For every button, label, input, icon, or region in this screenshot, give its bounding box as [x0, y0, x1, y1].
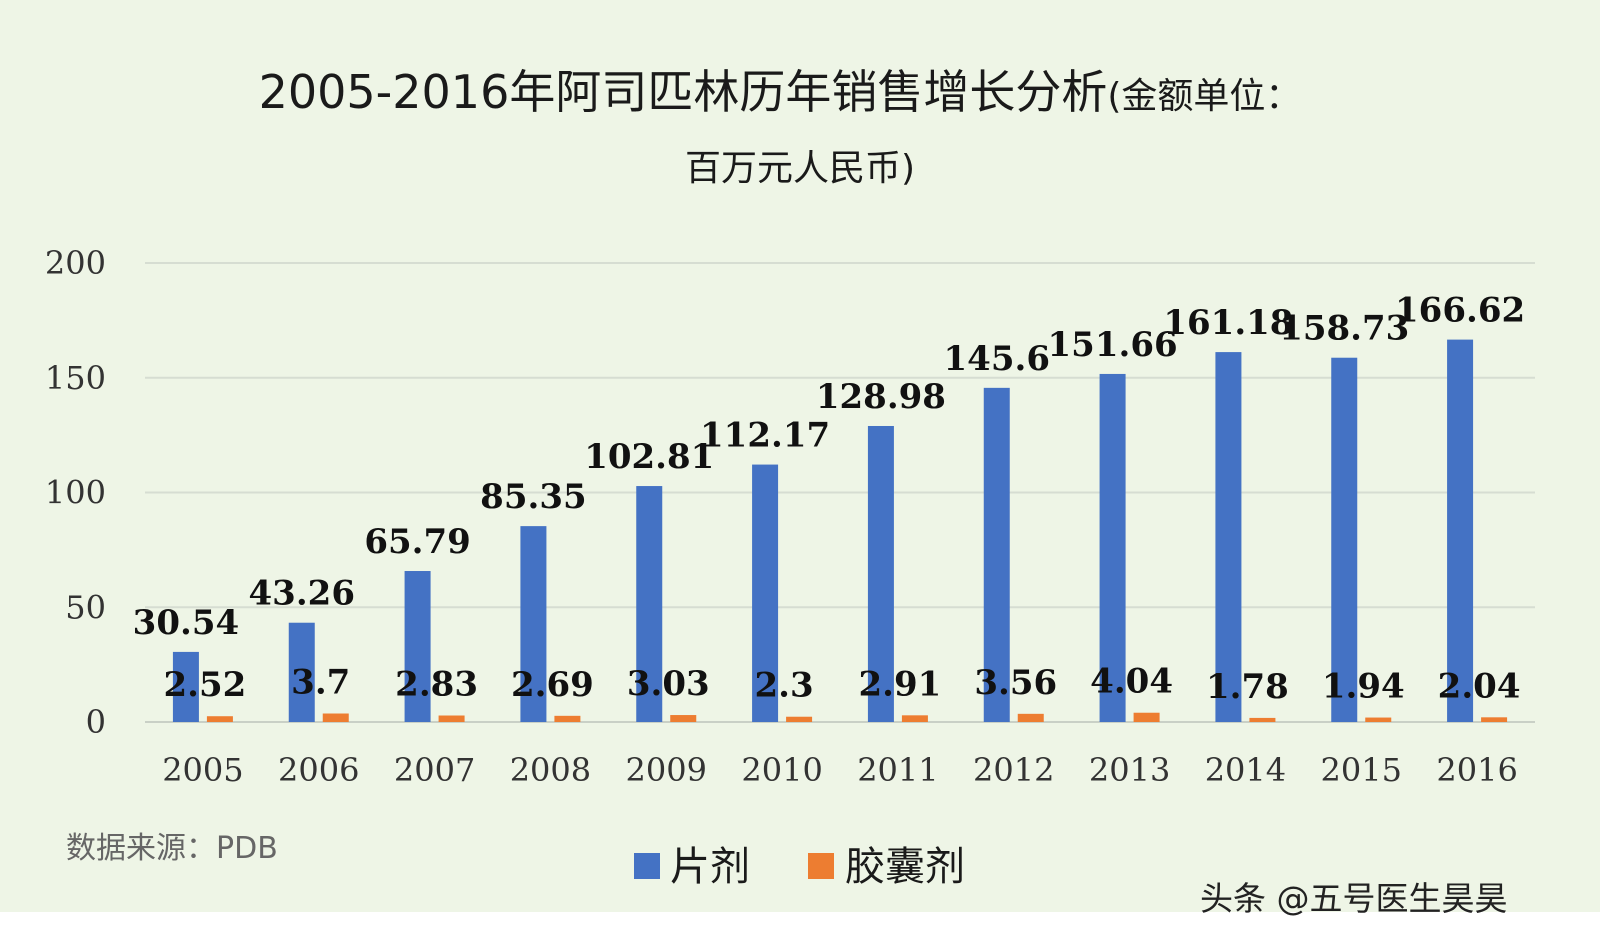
data-label-tablet: 30.54	[133, 603, 239, 643]
x-tick-label: 2014	[1205, 751, 1286, 789]
bar-tablet	[1099, 373, 1126, 722]
legend-swatch-capsule	[808, 853, 834, 879]
data-label-tablet: 128.98	[816, 377, 946, 417]
bars-layer	[172, 339, 1508, 722]
data-label-capsule: 3.56	[974, 663, 1057, 703]
data-label-tablet: 145.6	[944, 339, 1050, 379]
chart-title-unit: (金额单位：	[1107, 76, 1301, 117]
data-label-tablet: 166.62	[1395, 291, 1525, 331]
legend: 片剂 胶囊剂	[634, 844, 965, 890]
bar-capsule	[901, 715, 928, 722]
x-tick-label: 2009	[626, 751, 707, 789]
data-label-capsule: 2.52	[164, 665, 247, 705]
bar-tablet	[404, 571, 431, 722]
bar-capsule	[206, 716, 233, 722]
data-label-capsule: 2.3	[755, 666, 814, 706]
chart-subtitle-unit: 百万元人民币)	[685, 148, 915, 189]
data-label-capsule: 2.04	[1438, 666, 1521, 706]
legend-label-capsule: 胶囊剂	[845, 844, 965, 890]
bar-tablet	[1215, 352, 1242, 722]
y-tick-label: 0	[86, 703, 106, 741]
x-axis-ticks: 2005 2006 2007 2008 2009 2010 2011 2012 2013 2014…	[162, 751, 1518, 789]
data-label-capsule: 2.83	[395, 665, 478, 705]
x-tick-label: 2012	[973, 751, 1054, 789]
y-tick-label: 100	[45, 474, 106, 512]
data-label-tablet: 112.17	[700, 416, 830, 456]
bar-capsule	[1481, 717, 1508, 722]
data-label-tablet: 85.35	[480, 477, 586, 517]
bar-tablet	[983, 387, 1010, 722]
data-label-tablet: 65.79	[364, 522, 470, 562]
legend-swatch-tablet	[634, 853, 660, 879]
bar-tablet	[520, 526, 547, 722]
bar-capsule	[670, 715, 697, 722]
data-label-tablet: 158.73	[1279, 309, 1409, 349]
bar-tablet	[636, 486, 663, 722]
x-tick-label: 2016	[1436, 751, 1517, 789]
x-tick-label: 2006	[278, 751, 359, 789]
x-tick-label: 2008	[510, 751, 591, 789]
chart-title: 2005-2016年阿司匹林历年销售增长分析(金额单位：	[259, 65, 1302, 119]
x-tick-label: 2010	[741, 751, 822, 789]
chart-title-main: 2005-2016年阿司匹林历年销售增长分析	[259, 65, 1108, 119]
data-label-tablet: 102.81	[584, 437, 714, 477]
bar-capsule	[322, 713, 349, 722]
watermark: 头条 @五号医生昊昊	[1200, 879, 1508, 918]
bar-tablet	[1331, 357, 1358, 722]
data-label-capsule: 2.91	[859, 664, 942, 704]
grid-layer	[145, 262, 1535, 723]
bar-tablet	[752, 464, 779, 722]
x-tick-label: 2007	[394, 751, 475, 789]
data-label-tablet: 151.66	[1048, 325, 1178, 365]
data-label-capsule: 1.78	[1206, 667, 1289, 707]
data-label-capsule: 3.03	[627, 664, 710, 704]
bar-tablet	[288, 622, 315, 722]
data-labels-layer: 30.54 2.52 43.26 3.7 65.79 2.83 85.35 2.69 102.8…	[133, 291, 1525, 707]
x-tick-label: 2011	[857, 751, 938, 789]
data-label-capsule: 1.94	[1322, 667, 1405, 707]
bar-capsule	[554, 715, 581, 722]
bar-capsule	[438, 715, 465, 722]
y-tick-label: 150	[45, 359, 106, 397]
x-tick-label: 2005	[162, 751, 243, 789]
data-label-tablet: 43.26	[249, 574, 355, 614]
data-label-capsule: 3.7	[291, 663, 350, 703]
data-label-capsule: 4.04	[1090, 662, 1173, 702]
x-tick-label: 2013	[1089, 751, 1170, 789]
bar-tablet	[867, 425, 894, 722]
y-tick-label: 200	[45, 244, 106, 282]
y-tick-label: 50	[65, 588, 106, 626]
bar-capsule	[1365, 717, 1392, 722]
bar-capsule	[1133, 712, 1160, 722]
y-axis-ticks: 0 50 100 150 200	[45, 244, 106, 741]
data-label-tablet: 161.18	[1163, 303, 1293, 343]
bar-capsule	[1017, 713, 1044, 722]
legend-label-tablet: 片剂	[670, 844, 750, 890]
bar-capsule	[1249, 717, 1276, 722]
x-tick-label: 2015	[1321, 751, 1402, 789]
source-note: 数据来源：PDB	[66, 831, 278, 866]
bar-tablet	[172, 651, 199, 722]
data-label-capsule: 2.69	[511, 665, 594, 705]
bar-capsule	[786, 716, 813, 722]
bar-tablet	[1447, 339, 1474, 722]
